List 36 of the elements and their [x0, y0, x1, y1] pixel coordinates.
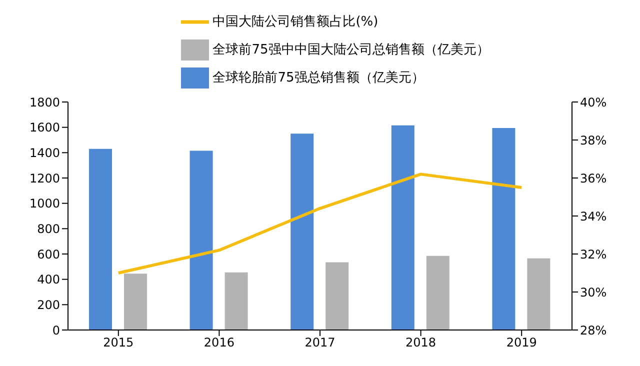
y2-tick-label: 38% [580, 133, 607, 148]
y2-tick-label: 36% [580, 171, 607, 186]
bar [426, 256, 450, 330]
y-tick-label: 400 [37, 272, 60, 287]
bar [89, 148, 112, 330]
bar [492, 128, 516, 330]
y-tick-label: 1600 [29, 120, 60, 135]
x-tick-label: 2017 [304, 336, 336, 350]
y-tick-label: 1400 [29, 146, 60, 160]
y-tick-label: 600 [37, 247, 60, 262]
y2-tick-label: 40% [580, 95, 607, 110]
y2-tick-label: 30% [580, 285, 607, 300]
y2-tick-label: 32% [580, 247, 607, 262]
bar [290, 134, 314, 330]
bar [224, 272, 248, 330]
y-tick-label: 0 [52, 323, 60, 338]
y2-tick-label: 28% [580, 323, 607, 338]
line-series [116, 172, 524, 274]
y-tick-label: 1800 [29, 95, 60, 110]
x-tick-label: 2019 [506, 336, 537, 350]
legend-label: 中国大陆公司销售额占比(%) [212, 14, 378, 30]
bar [190, 150, 213, 330]
legend-label: 全球前75强中中国大陆公司总销售额（亿美元） [212, 42, 490, 58]
legend-label: 全球轮胎前75强总销售额（亿美元） [212, 70, 424, 86]
x-tick-label: 2016 [204, 336, 234, 350]
y-tick-label: 200 [37, 298, 60, 312]
x-tick-label: 2018 [406, 336, 436, 350]
x-tick-label: 2015 [103, 336, 134, 350]
bar [527, 258, 550, 330]
y2-tick-label: 34% [580, 209, 607, 224]
bar [124, 274, 147, 330]
bar [391, 125, 414, 330]
y-tick-label: 800 [37, 222, 60, 236]
y-tick-label: 1200 [29, 171, 60, 186]
bar [326, 262, 349, 330]
y-tick-label: 1000 [29, 196, 60, 211]
